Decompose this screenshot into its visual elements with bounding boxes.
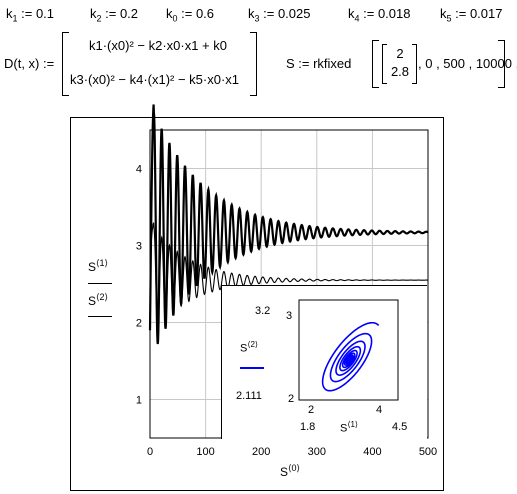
- inset-y-label-text: S: [240, 342, 248, 355]
- param-name: k: [348, 6, 355, 21]
- matrix-bracket-left: [62, 32, 69, 96]
- y-label-s1-sup: ⟨1⟩: [96, 258, 109, 268]
- param-k2[interactable]: k2 := 0.2: [90, 6, 138, 24]
- main-x-tick-labels: 0 100 200 300 400 500: [147, 446, 437, 458]
- vector-bracket-right: [412, 44, 417, 84]
- inset-trace-line: [321, 321, 380, 392]
- inset-ytick-3: 3: [286, 310, 293, 322]
- matrix-bracket-right: [250, 32, 257, 96]
- inset-xtick-4: 4: [376, 404, 383, 416]
- param-value: 0.6: [195, 6, 215, 21]
- y-label-s2: S⟨2⟩: [88, 292, 108, 308]
- y-tick-label: 4: [136, 164, 142, 176]
- inset-x-label: S⟨1⟩: [340, 420, 358, 435]
- inset-xmin-label: 1.8: [300, 421, 316, 433]
- x-tick-label: 100: [196, 446, 214, 458]
- param-k3[interactable]: k3 := 0.025: [248, 6, 311, 24]
- param-k0[interactable]: k0 := 0.6: [166, 6, 214, 24]
- inset-ymin-label: 2.111: [236, 390, 262, 402]
- inset-legend-line: [240, 367, 264, 369]
- y-legend-s1-line: [88, 283, 112, 284]
- param-k5[interactable]: k5 := 0.017: [440, 6, 503, 24]
- solver-lhs: S := rkfixed: [286, 56, 352, 71]
- param-name: k: [440, 6, 447, 21]
- assign-op: :=: [177, 6, 196, 21]
- param-name: k: [6, 6, 13, 21]
- main-y-tick-labels: 1 2 3 4: [136, 164, 142, 407]
- solver-args: , 0 , 500 , 10000 , D: [418, 56, 517, 71]
- y-legend-s2-line: [88, 316, 112, 317]
- assign-op: :=: [451, 6, 470, 21]
- assign-op: :=: [101, 6, 120, 21]
- inset-ymax-label: 3.2: [255, 305, 271, 317]
- graph-region[interactable]: [70, 117, 444, 491]
- x-tick-label: 300: [308, 446, 326, 458]
- assign-op: :=: [259, 6, 278, 21]
- param-name: k: [166, 6, 173, 21]
- param-value: 0.1: [35, 6, 55, 21]
- param-value: 0.018: [377, 6, 411, 21]
- param-name: k: [248, 6, 255, 21]
- ode-lhs: D(t, x) :=: [4, 56, 55, 71]
- inset-y-label-sup: ⟨2⟩: [247, 340, 259, 349]
- inset-xmax-label: 4.5: [392, 421, 408, 433]
- vector-bracket-left: [382, 44, 387, 84]
- param-value: 0.2: [119, 6, 139, 21]
- series-s1-line: [148, 104, 429, 345]
- x-tick-label: 500: [419, 446, 437, 458]
- x-label-text: S: [280, 465, 289, 479]
- inset-xtick-2: 2: [308, 404, 315, 416]
- param-sub: 5: [446, 13, 452, 24]
- x-label: S⟨0⟩: [280, 463, 300, 479]
- x-label-sup: ⟨0⟩: [288, 463, 301, 473]
- x-tick-label: 0: [147, 446, 153, 458]
- param-sub: 0: [172, 13, 178, 24]
- y-tick-label: 2: [136, 318, 142, 330]
- param-k4[interactable]: k4 := 0.018: [348, 6, 411, 24]
- ode-row-1: k1·(x0)² − k2·x0·x1 + k0: [89, 38, 227, 53]
- assign-op: :=: [359, 6, 378, 21]
- y-label-s1: S⟨1⟩: [88, 258, 108, 274]
- ode-row-2: k3·(x0)² − k4·(x1)² − k5·x0·x1: [70, 72, 240, 87]
- y-tick-label: 1: [136, 395, 142, 407]
- y-label-s1-text: S: [88, 260, 97, 274]
- x-tick-label: 400: [363, 446, 381, 458]
- solver-bracket-right: [498, 40, 505, 88]
- y-label-s2-text: S: [88, 294, 97, 308]
- inset-y-label: S⟨2⟩: [240, 340, 258, 355]
- init-top: 2: [396, 46, 404, 61]
- solver-bracket-left: [372, 40, 379, 88]
- inset-x-label-sup: ⟨1⟩: [347, 420, 359, 429]
- inset-ytick-2: 2: [288, 393, 295, 405]
- param-sub: 2: [96, 13, 102, 24]
- series-s2-line: [149, 222, 429, 328]
- init-bottom: 2.8: [390, 64, 410, 79]
- inset-x-label-text: S: [340, 422, 348, 435]
- param-value: 0.025: [277, 6, 311, 21]
- y-label-s2-sup: ⟨2⟩: [96, 292, 109, 302]
- param-sub: 3: [254, 13, 260, 24]
- param-value: 0.017: [469, 6, 503, 21]
- param-name: k: [90, 6, 97, 21]
- inset-frame: [298, 299, 399, 401]
- x-tick-label: 200: [252, 446, 270, 458]
- param-k1[interactable]: k1 := 0.1: [6, 6, 54, 24]
- param-sub: 4: [354, 13, 360, 24]
- assign-op: :=: [17, 6, 36, 21]
- y-tick-label: 3: [136, 241, 142, 253]
- param-sub: 1: [12, 13, 18, 24]
